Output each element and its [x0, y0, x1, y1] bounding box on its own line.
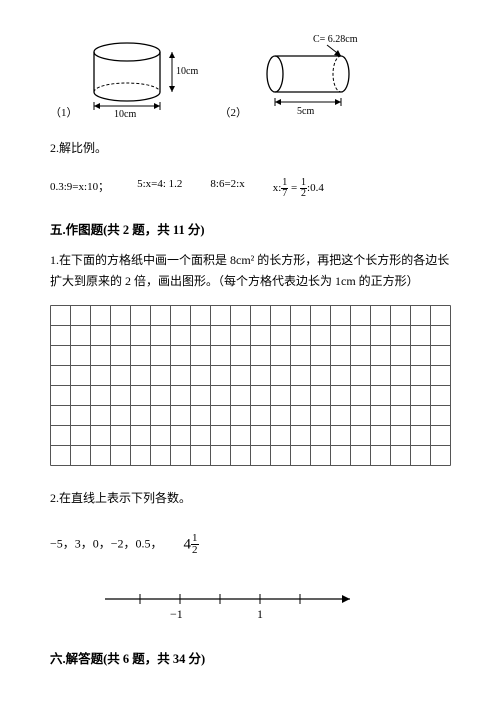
- figure-row: （1） 10cm 10cm: [50, 30, 450, 120]
- eq4-prefix: x:: [273, 182, 282, 194]
- fig1-width: 10cm: [114, 109, 136, 120]
- numline-minus1: −1: [170, 607, 183, 621]
- figure-1: （1） 10cm 10cm: [50, 30, 200, 120]
- eq4-frac2: 12: [300, 178, 307, 199]
- eq4-mid: =: [288, 182, 300, 194]
- section6-head: 六.解答题(共 6 题，共 34 分): [50, 648, 450, 667]
- eq2: 5:x=4: 1.2: [137, 178, 182, 199]
- numberline-svg: −1 1: [100, 584, 360, 624]
- numberline: −1 1: [100, 584, 450, 628]
- s5-q1: 1.在下面的方格纸中画一个面积是 8cm² 的长方形，再把这个长方形的各边长扩大…: [50, 250, 450, 293]
- values-prefix: −5，3，0，−2，0.5，: [50, 537, 181, 551]
- equation-row: 0.3:9=x:10； 5:x=4: 1.2 8:6=2:x x:17 = 12…: [50, 178, 450, 199]
- fig2-label: （2）: [220, 104, 248, 120]
- values-line: −5，3，0，−2，0.5， 412: [50, 533, 450, 556]
- mixed-whole: 4: [184, 536, 192, 552]
- fig1-svg: 10cm 10cm: [80, 30, 200, 120]
- section5-head: 五.作图题(共 2 题，共 11 分): [50, 219, 450, 238]
- eq4-suffix: :0.4: [307, 182, 324, 194]
- fig2-svg: C= 6.28cm 5cm: [249, 30, 379, 120]
- eq4: x:17 = 12:0.4: [273, 178, 324, 199]
- mixed-number: 412: [184, 537, 199, 552]
- mixed-frac: 12: [191, 533, 199, 556]
- fig1-label: （1）: [50, 104, 78, 120]
- s5-q2: 2.在直线上表示下列各数。: [50, 488, 450, 510]
- figure-2: （2） C= 6.28cm 5cm: [220, 30, 380, 120]
- fig2-length: 5cm: [297, 106, 314, 117]
- eq3: 8:6=2:x: [210, 178, 244, 199]
- eq1: 0.3:9=x:10；: [50, 178, 109, 199]
- fig2-circ: C= 6.28cm: [313, 34, 358, 45]
- q2-label: 2.解比例。: [50, 138, 450, 160]
- grid-paper: [50, 305, 451, 466]
- fig1-height: 10cm: [176, 66, 198, 77]
- numline-plus1: 1: [257, 607, 263, 621]
